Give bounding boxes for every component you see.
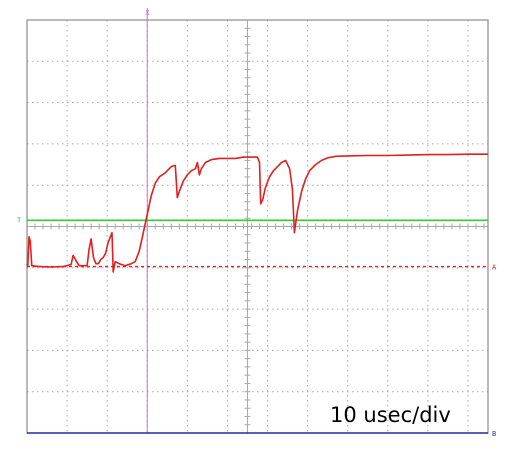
timebase-readout: 10 usec/div (330, 403, 451, 427)
waveform-traces (26, 153, 488, 273)
graticule (26, 19, 489, 434)
waveform-trace-1 (26, 153, 488, 273)
channel-a-label: A (492, 264, 497, 272)
channel-b-label: B (492, 430, 496, 438)
reference-markers: X T A B (17, 8, 497, 438)
trigger-label: T (17, 216, 22, 224)
cursor-x-label: X (145, 9, 150, 17)
